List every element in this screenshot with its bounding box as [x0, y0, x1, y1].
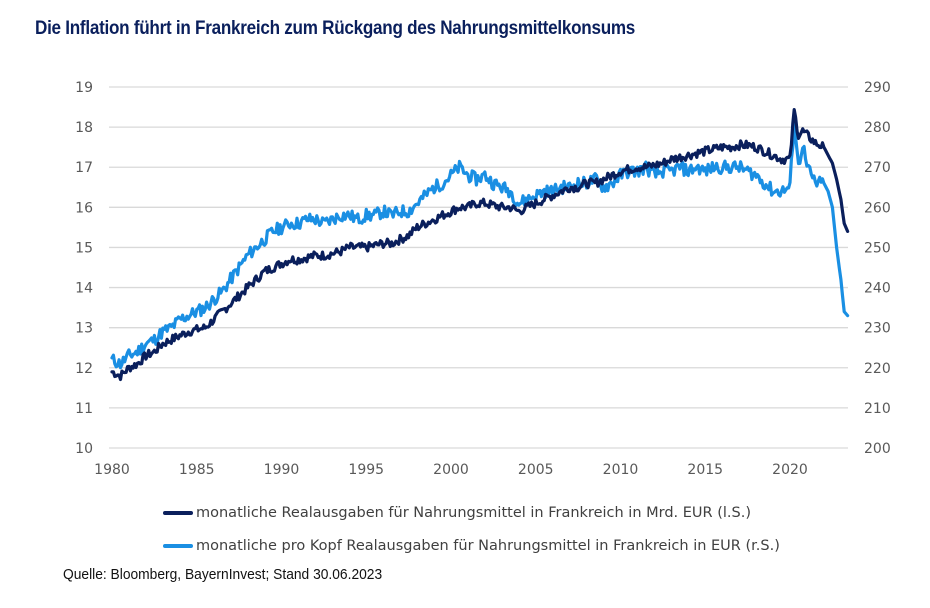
- source-note: Quelle: Bloomberg, BayernInvest; Stand 3…: [63, 566, 383, 583]
- x-tick: 1985: [179, 462, 215, 478]
- y-tick-left: 13: [75, 321, 93, 337]
- y-tick-right: 220: [864, 361, 891, 377]
- legend-label: monatliche Realausgaben für Nahrungsmitt…: [196, 504, 751, 521]
- y-tick-left: 14: [75, 281, 93, 297]
- x-tick: 1980: [94, 462, 130, 478]
- y-tick-right: 200: [864, 441, 891, 457]
- y-tick-right: 260: [864, 200, 891, 216]
- series-lines: [110, 108, 850, 382]
- y-tick-left: 18: [75, 120, 93, 136]
- y-tick-right: 230: [864, 321, 891, 337]
- x-tick: 2005: [518, 462, 554, 478]
- y-tick-left: 19: [75, 80, 93, 96]
- y-tick-left: 11: [75, 401, 93, 417]
- x-tick: 2010: [603, 462, 639, 478]
- y-tick-left: 12: [75, 361, 93, 377]
- x-tick: 2015: [687, 462, 723, 478]
- legend-item-pro-kopf: monatliche pro Kopf Realausgaben für Nah…: [163, 529, 780, 562]
- y-tick-left: 10: [75, 441, 93, 457]
- x-tick: 1990: [264, 462, 300, 478]
- y-axis-left: 10 11 12 13 14 15 16 17 18 19: [75, 80, 93, 457]
- x-axis: 1980 1985 1990 1995 2000 2005 2010 2015 2020: [94, 462, 808, 478]
- x-tick: 2000: [433, 462, 469, 478]
- y-tick-right: 280: [864, 120, 891, 136]
- x-tick: 2020: [772, 462, 808, 478]
- y-axis-right: 200 210 220 230 240 250 260 270 280 290: [864, 80, 891, 457]
- y-tick-right: 250: [864, 240, 891, 256]
- series-line-pro-kopf: [110, 121, 850, 370]
- x-tick: 1995: [348, 462, 384, 478]
- series-line-realausgaben: [110, 108, 850, 382]
- y-tick-right: 290: [864, 80, 891, 96]
- y-tick-left: 16: [75, 200, 93, 216]
- y-tick-left: 17: [75, 160, 93, 176]
- legend-swatch-dark: [163, 510, 193, 515]
- legend-item-realausgaben: monatliche Realausgaben für Nahrungsmitt…: [163, 496, 780, 529]
- chart-title: Die Inflation führt in Frankreich zum Rü…: [35, 18, 636, 39]
- legend-label: monatliche pro Kopf Realausgaben für Nah…: [196, 537, 780, 554]
- y-tick-right: 270: [864, 160, 891, 176]
- gridlines: [109, 86, 848, 449]
- y-tick-right: 210: [864, 401, 891, 417]
- y-tick-left: 15: [75, 240, 93, 256]
- y-tick-right: 240: [864, 281, 891, 297]
- legend-swatch-light: [163, 543, 193, 548]
- legend: monatliche Realausgaben für Nahrungsmitt…: [163, 496, 780, 562]
